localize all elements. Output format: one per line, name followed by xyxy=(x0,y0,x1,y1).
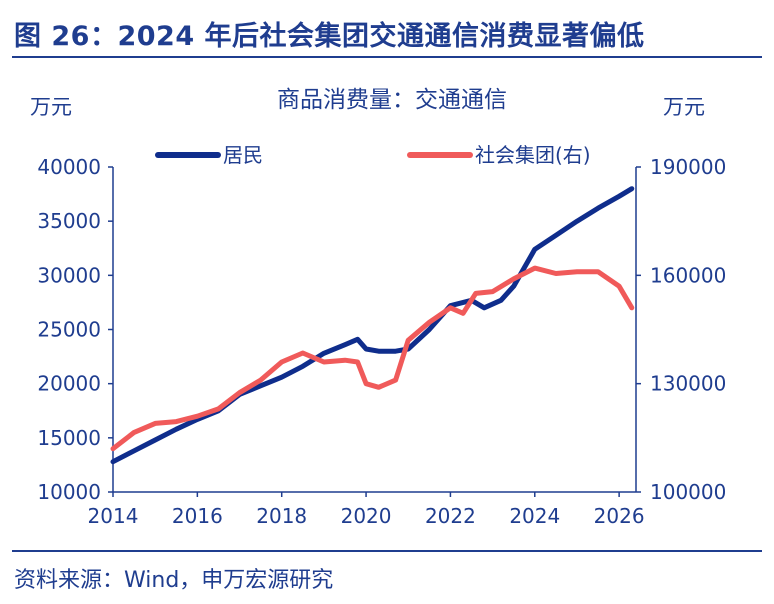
x-tick-label: 2026 xyxy=(594,504,645,528)
left-axis-unit: 万元 xyxy=(30,95,72,119)
left-tick-label: 15000 xyxy=(37,426,101,450)
chart-title: 商品消费量：交通通信 xyxy=(277,87,507,113)
plot-area xyxy=(110,186,635,465)
series-line-group xyxy=(110,265,635,452)
legend-label: 居民 xyxy=(223,143,263,167)
left-tick-label: 35000 xyxy=(37,209,101,233)
right-tick-label: 160000 xyxy=(650,263,726,287)
right-axis-unit: 万元 xyxy=(663,95,705,119)
x-tick-label: 2024 xyxy=(509,504,560,528)
left-tick-label: 40000 xyxy=(37,155,101,179)
legend: 居民 社会集团(右) xyxy=(155,143,591,167)
source-divider xyxy=(12,550,762,552)
title-underline xyxy=(12,56,762,58)
x-tick-label: 2016 xyxy=(172,504,223,528)
x-tick-label: 2020 xyxy=(341,504,392,528)
left-tick-label: 25000 xyxy=(37,318,101,342)
series-line-resident xyxy=(110,186,635,465)
source-note: 资料来源：Wind，申万宏源研究 xyxy=(14,568,334,593)
left-tick-label: 30000 xyxy=(37,263,101,287)
left-tick-label: 10000 xyxy=(37,480,101,504)
axes: 10000 15000 20000 25000 30000 35000 40000 10000… xyxy=(37,155,726,528)
right-tick-label: 190000 xyxy=(650,155,726,179)
figure-title: 图 26：2024 年后社会集团交通通信消费显著偏低 xyxy=(14,21,645,52)
x-tick-label: 2018 xyxy=(256,504,307,528)
x-tick-label: 2022 xyxy=(425,504,476,528)
x-tick-label: 2014 xyxy=(88,504,139,528)
right-tick-label: 100000 xyxy=(650,480,726,504)
right-tick-label: 130000 xyxy=(650,372,726,396)
left-tick-label: 20000 xyxy=(37,372,101,396)
legend-label: 社会集团(右) xyxy=(475,143,591,167)
